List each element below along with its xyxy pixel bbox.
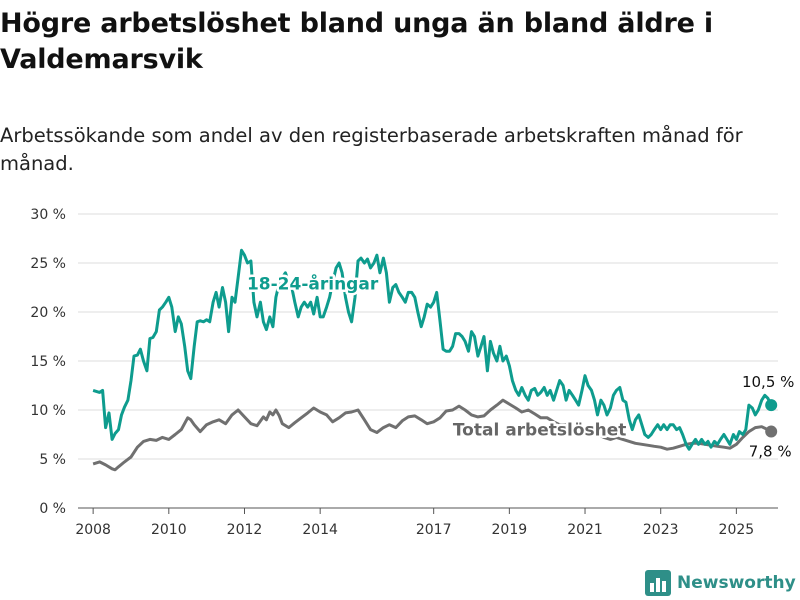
y-tick-label: 25 % [30, 256, 66, 272]
x-tick-label: 2017 [416, 522, 452, 538]
bar-chart-logo-icon [645, 570, 671, 596]
chart-subtitle: Arbetssökande som andel av den registerb… [0, 124, 743, 175]
end-point-total [765, 425, 778, 438]
line-chart: 0 % 5 % 10 % 15 % 20 % 25 % 30 % 2008 2010 2012 20… [30, 207, 794, 538]
end-label-total: 7,8 % [749, 443, 792, 461]
x-tick-label: 2010 [151, 522, 187, 538]
x-tick-label: 2014 [302, 522, 338, 538]
x-tick-label: 2021 [567, 522, 603, 538]
brand-name: Newsworthy [677, 573, 796, 593]
end-point-youth [765, 399, 778, 412]
series-line-youth [92, 248, 773, 451]
y-tick-label: 10 % [30, 403, 66, 419]
end-label-youth: 10,5 % [742, 373, 794, 391]
y-tick-label: 0 % [39, 501, 66, 517]
x-tick-label: 2008 [75, 522, 111, 538]
newsworthy-brand[interactable]: Newsworthy [645, 570, 796, 596]
y-tick-label: 20 % [30, 305, 66, 321]
series-line-total [92, 398, 772, 472]
x-tick-label: 2012 [227, 522, 263, 538]
x-tick-label: 2025 [719, 522, 755, 538]
x-tick-label: 2023 [643, 522, 679, 538]
series-label-youth: 18-24-åringar [247, 272, 379, 294]
x-tick-label: 2019 [492, 522, 528, 538]
series-label-total: Total arbetslöshet [453, 420, 627, 440]
y-tick-label: 30 % [30, 207, 66, 223]
y-tick-label: 5 % [39, 452, 66, 468]
y-tick-label: 15 % [30, 354, 66, 370]
chart-title: Högre arbetslöshet bland unga än bland ä… [0, 8, 713, 75]
